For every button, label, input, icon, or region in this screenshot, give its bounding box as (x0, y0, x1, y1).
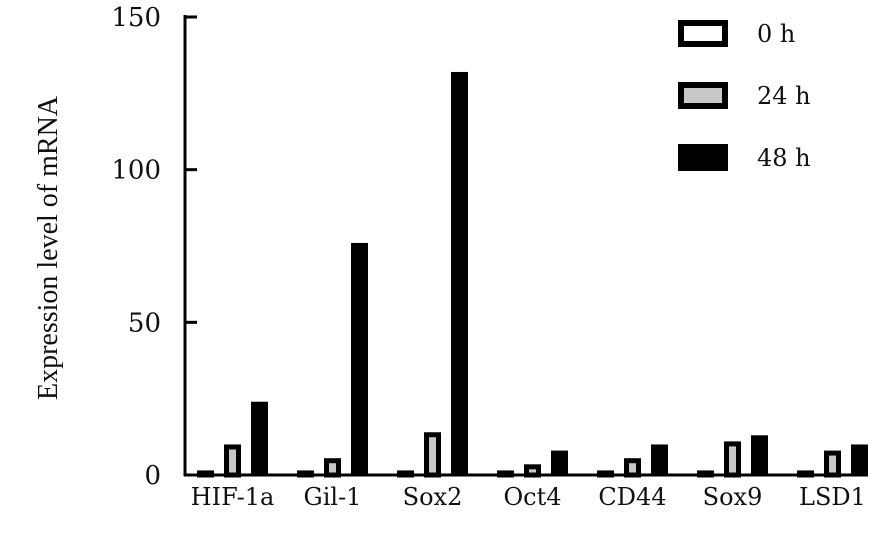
legend-label: 48 h (757, 144, 811, 172)
bar-0h-Sox2 (397, 470, 414, 478)
bar-24h-HIF-1a (224, 444, 241, 478)
legend-label: 24 h (757, 82, 811, 110)
bar-48h-Sox2 (451, 71, 468, 476)
x-tick-label: LSD1 (799, 483, 866, 511)
bar-24h-Oct4 (524, 464, 541, 478)
y-tick-label: 50 (128, 308, 161, 338)
bar-0h-HIF-1a (197, 470, 214, 478)
axes: 0 50 100 150 HIF-1a Gil-1 Sox2 Oct4 CD44 Sox9 LSD1 (111, 3, 868, 511)
bar-0h-CD44 (597, 470, 614, 478)
bar-48h-Sox9 (751, 435, 768, 475)
bar-24h-Sox9 (724, 441, 741, 478)
legend-label: 0 h (757, 20, 795, 48)
bar-48h-LSD1 (851, 444, 868, 475)
legend-swatch (678, 144, 728, 171)
bars (197, 71, 868, 478)
bar-24h-LSD1 (824, 450, 841, 478)
x-tick-label: Gil-1 (304, 483, 362, 511)
bar-24h-CD44 (624, 458, 641, 478)
bar-48h-CD44 (651, 444, 668, 475)
y-tick-label: 100 (111, 156, 161, 186)
x-tick-label: Sox2 (403, 483, 463, 511)
x-tick-label: Sox9 (703, 483, 763, 511)
legend: 0 h 24 h 48 h (678, 20, 811, 172)
y-tick-label: 150 (111, 3, 161, 33)
bar-0h-Gil-1 (297, 470, 314, 478)
bar-48h-Oct4 (551, 450, 568, 475)
y-tick-label: 0 (144, 461, 161, 491)
legend-swatch (678, 20, 728, 47)
bar-48h-HIF-1a (251, 401, 268, 475)
x-tick-label: Oct4 (503, 483, 561, 511)
bar-0h-LSD1 (797, 470, 814, 478)
bar-24h-Sox2 (424, 432, 441, 478)
y-axis-label: Expression level of mRNA (33, 95, 64, 400)
x-tick-label: CD44 (598, 483, 666, 511)
x-tick-label: HIF-1a (191, 483, 275, 511)
bar-24h-Gil-1 (324, 458, 341, 478)
bar-0h-Oct4 (497, 470, 514, 478)
bar-48h-Gil-1 (351, 242, 368, 475)
bar-0h-Sox9 (697, 470, 714, 478)
legend-swatch (678, 82, 728, 109)
